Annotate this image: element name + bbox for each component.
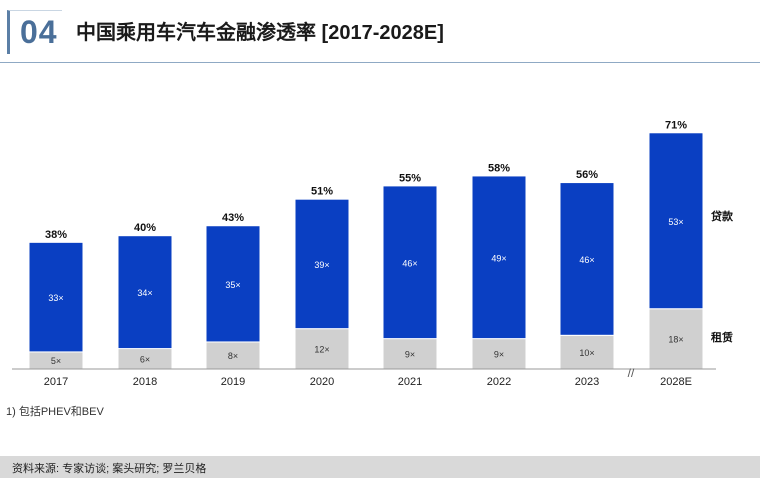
label-total-2020: 51% — [311, 186, 333, 198]
slide-header: 04 中国乘用车汽车金融渗透率 [2017-2028E] — [0, 0, 760, 62]
axis-break-marker: // — [628, 366, 635, 380]
label-lease-2020: 12× — [314, 345, 329, 355]
source-bar: 资料来源: 专家访谈; 案头研究; 罗兰贝格 — [0, 456, 760, 478]
label-loan-2023: 46× — [579, 255, 594, 265]
label-lease-2018: 6× — [140, 355, 150, 365]
label-total-2023: 56% — [576, 169, 598, 181]
label-loan-2020: 39× — [314, 260, 329, 270]
bar-loan-2017 — [29, 242, 83, 352]
bar-separator-2021 — [383, 338, 437, 340]
x-tick-2022: 2022 — [487, 376, 511, 388]
chart-title: 中国乘用车汽车金融渗透率 [2017-2028E] — [76, 22, 444, 44]
label-lease-2021: 9× — [405, 350, 415, 360]
label-total-2018: 40% — [134, 222, 156, 234]
bar-separator-2020 — [295, 328, 349, 330]
source-note: 资料来源: 专家访谈; 案头研究; 罗兰贝格 — [12, 463, 207, 475]
x-tick-2017: 2017 — [44, 376, 68, 388]
bar-separator-2028E — [649, 308, 703, 310]
legend-lease: 租赁 — [711, 330, 733, 344]
label-loan-2018: 34× — [137, 288, 152, 298]
label-lease-2019: 8× — [228, 351, 238, 361]
bar-lease-2018 — [118, 349, 172, 369]
slide-number-frame — [7, 10, 62, 54]
label-total-2028E: 71% — [665, 119, 687, 131]
bar-lease-2022 — [472, 339, 526, 369]
label-lease-2028E: 18× — [668, 335, 683, 345]
label-total-2017: 38% — [45, 229, 67, 241]
bar-loan-2019 — [206, 226, 260, 342]
bar-loan-2023 — [560, 183, 614, 335]
slide-number: 04 — [20, 14, 58, 50]
bar-lease-2023 — [560, 335, 614, 369]
bar-separator-2019 — [206, 341, 260, 343]
x-tick-2021: 2021 — [398, 376, 422, 388]
x-tick-2019: 2019 — [221, 376, 245, 388]
x-tick-2020: 2020 — [310, 376, 334, 388]
legend-loan: 贷款 — [711, 209, 734, 223]
label-loan-2021: 46× — [402, 258, 417, 268]
label-loan-2028E: 53× — [668, 217, 683, 227]
bar-separator-2017 — [29, 351, 83, 353]
label-loan-2022: 49× — [491, 253, 506, 263]
bar-loan-2018 — [118, 236, 172, 349]
bar-loan-2021 — [383, 186, 437, 339]
bar-lease-2020 — [295, 329, 349, 369]
footnote: 1) 包括PHEV和BEV — [6, 406, 104, 418]
x-tick-2028E: 2028E — [660, 376, 692, 388]
label-total-2022: 58% — [488, 162, 510, 174]
bar-separator-2018 — [118, 348, 172, 350]
x-tick-2023: 2023 — [575, 376, 599, 388]
bar-lease-2017 — [29, 352, 83, 369]
label-total-2019: 43% — [222, 212, 244, 224]
x-tick-2018: 2018 — [133, 376, 157, 388]
bar-separator-2022 — [472, 338, 526, 340]
bar-lease-2019 — [206, 342, 260, 369]
stacked-bar-chart: 5× 33× 38% 2017 6× 34× 40% 2018 8× 35× 43% 2019 12× 3… — [12, 119, 734, 388]
header-divider — [0, 62, 760, 63]
label-lease-2022: 9× — [494, 350, 504, 360]
bar-loan-2028E — [649, 133, 703, 309]
label-total-2021: 55% — [399, 172, 421, 184]
label-lease-2023: 10× — [579, 348, 594, 358]
label-loan-2017: 33× — [48, 293, 63, 303]
bar-lease-2028E — [649, 309, 703, 369]
bar-lease-2021 — [383, 339, 437, 369]
bar-loan-2022 — [472, 176, 526, 339]
bar-separator-2023 — [560, 334, 614, 336]
label-lease-2017: 5× — [51, 356, 61, 366]
bar-loan-2020 — [295, 199, 349, 329]
label-loan-2019: 35× — [225, 280, 240, 290]
